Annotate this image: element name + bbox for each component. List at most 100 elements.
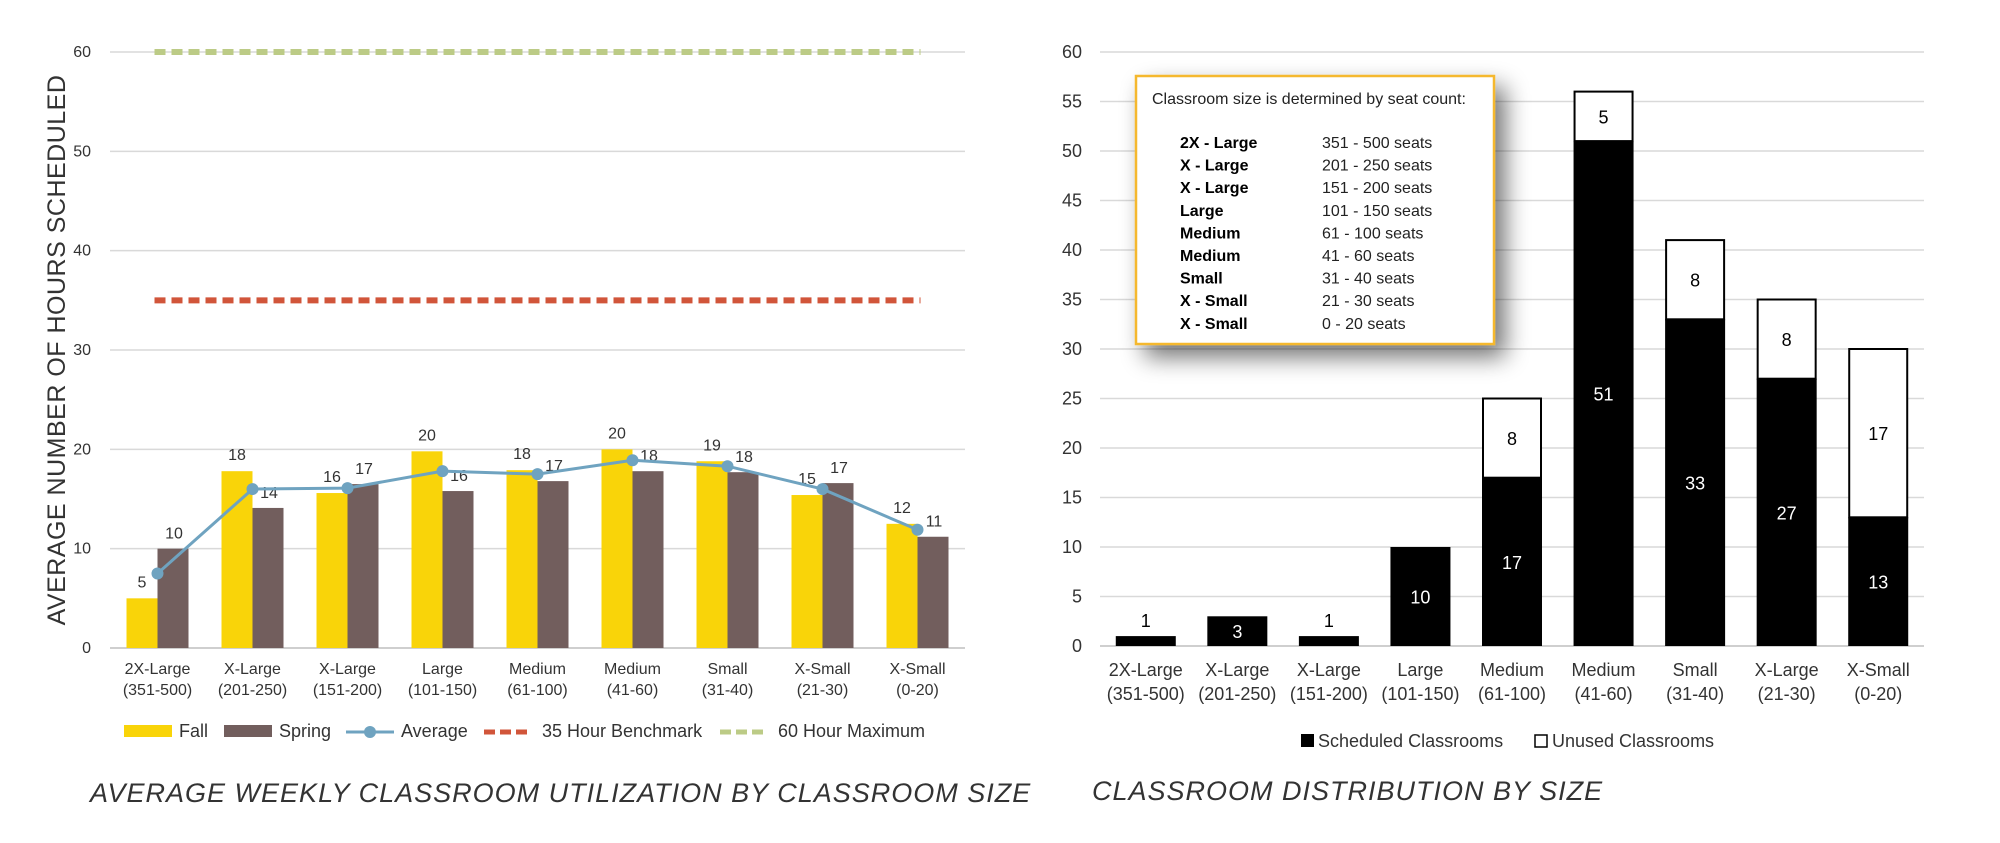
data-label-fall: 16 — [323, 469, 341, 486]
bar-fall — [506, 470, 538, 648]
data-label-spring: 11 — [926, 514, 943, 531]
x-tick-label: Small — [707, 661, 747, 678]
y-tick-label: 20 — [73, 441, 91, 458]
annotation-size-label: 2X - Large — [1180, 135, 1257, 152]
x-tick-label: Large — [422, 661, 463, 678]
bar-unused — [1573, 90, 1634, 143]
x-tick-label-range: (0-20) — [896, 682, 939, 699]
y-tick-label: 55 — [1062, 92, 1082, 112]
bar-spring — [442, 491, 474, 648]
data-label-unused: 8 — [1782, 330, 1792, 350]
bar-spring — [157, 548, 189, 648]
annotation-size-label: X - Large — [1180, 158, 1249, 175]
average-point — [246, 483, 259, 496]
data-label-fall: 19 — [703, 437, 721, 454]
x-tick-label-range: (31-40) — [702, 682, 754, 699]
x-tick-label-range: (351-500) — [1107, 684, 1185, 704]
bar-fall — [221, 471, 253, 648]
bar-unused — [1848, 348, 1909, 519]
x-tick-label: X-Large — [1205, 660, 1269, 680]
x-tick-label: Medium — [604, 661, 661, 678]
y-tick-label: 0 — [1072, 636, 1082, 656]
legend-label-unused: Unused Classrooms — [1552, 731, 1714, 751]
data-label-scheduled: 33 — [1685, 474, 1705, 494]
legend-marker-average — [364, 726, 376, 738]
annotation-seat-range: 31 - 40 seats — [1322, 271, 1415, 288]
data-label-scheduled: 27 — [1777, 503, 1797, 523]
x-tick-label: Large — [1397, 660, 1443, 680]
y-tick-label: 60 — [73, 44, 91, 61]
distribution-chart: 05101520253035404550556012X-Large(351-50… — [1062, 42, 1924, 751]
legend-label-scheduled: Scheduled Classrooms — [1318, 731, 1503, 751]
y-tick-label: 5 — [1072, 587, 1082, 607]
bar-spring — [822, 483, 854, 648]
annotation-size-label: Medium — [1180, 248, 1240, 265]
x-tick-label-range: (151-200) — [1290, 684, 1368, 704]
legend-swatch-scheduled — [1301, 734, 1314, 747]
data-label-fall: 5 — [138, 574, 147, 591]
y-tick-label: 50 — [73, 143, 91, 160]
bar-scheduled — [1390, 547, 1451, 646]
average-point — [341, 482, 354, 495]
data-label-scheduled: 17 — [1502, 553, 1522, 573]
bar-fall — [411, 451, 443, 648]
data-label-unused: 5 — [1599, 107, 1609, 127]
average-point — [721, 460, 734, 473]
data-label-unused: 17 — [1868, 424, 1888, 444]
x-tick-label: Medium — [1572, 660, 1636, 680]
data-label-scheduled: 1 — [1141, 611, 1151, 631]
annotation-seat-range: 21 - 30 seats — [1322, 293, 1415, 310]
x-tick-label-range: (31-40) — [1666, 684, 1724, 704]
annotation-size-label: X - Small — [1180, 293, 1248, 310]
annotation-box — [1134, 74, 1496, 346]
annotation-seat-range: 351 - 500 seats — [1322, 135, 1432, 152]
bar-fall — [791, 495, 823, 648]
legend-swatch-fall — [124, 725, 172, 737]
utilization-chart-title: AVERAGE WEEKLY CLASSROOM UTILIZATION BY … — [90, 778, 1032, 808]
bar-spring — [347, 484, 379, 648]
annotation-seat-range: 201 - 250 seats — [1322, 158, 1432, 175]
x-tick-label-range: (21-30) — [1758, 684, 1816, 704]
data-label-scheduled: 13 — [1868, 573, 1888, 593]
x-tick-label-range: (151-200) — [313, 682, 382, 699]
legend-swatch-spring — [224, 725, 272, 737]
y-tick-label: 40 — [1062, 240, 1082, 260]
data-label-scheduled: 10 — [1410, 588, 1430, 608]
data-label-scheduled: 3 — [1232, 622, 1242, 642]
x-tick-label: X-Large — [224, 661, 281, 678]
bar-fall — [696, 461, 728, 648]
legend-label-fall: Fall — [179, 721, 208, 741]
legend-label-maximum: 60 Hour Maximum — [778, 721, 925, 741]
bar-spring — [252, 507, 284, 648]
x-tick-label-range: (61-100) — [507, 682, 567, 699]
x-tick-label-range: (351-500) — [123, 682, 192, 699]
bar-scheduled — [1573, 141, 1634, 646]
annotation-heading: Classroom size is determined by seat cou… — [1152, 91, 1466, 108]
y-axis-title: AVERAGE NUMBER OF HOURS SCHEDULED — [43, 75, 71, 626]
x-tick-label: 2X-Large — [1109, 660, 1183, 680]
y-tick-label: 0 — [82, 640, 91, 657]
average-point — [816, 483, 829, 496]
data-label-scheduled: 1 — [1324, 611, 1334, 631]
x-tick-label-range: (0-20) — [1854, 684, 1902, 704]
y-tick-label: 60 — [1062, 42, 1082, 62]
annotation-size-label: Medium — [1180, 225, 1240, 242]
bar-scheduled — [1848, 517, 1909, 646]
x-tick-label: Medium — [1480, 660, 1544, 680]
x-tick-label: X-Large — [319, 661, 376, 678]
annotation-size-label: X - Large — [1180, 180, 1249, 197]
bar-unused — [1482, 397, 1542, 479]
average-point — [436, 465, 449, 478]
annotation-seat-range: 151 - 200 seats — [1322, 180, 1432, 197]
bar-scheduled — [1756, 378, 1817, 646]
data-label-fall: 18 — [513, 446, 531, 463]
data-label-spring: 17 — [355, 461, 373, 478]
y-tick-label: 25 — [1062, 389, 1082, 409]
x-tick-label-range: (201-250) — [218, 682, 287, 699]
data-label-scheduled: 51 — [1594, 385, 1614, 405]
data-label-unused: 8 — [1507, 429, 1517, 449]
average-point — [626, 454, 639, 467]
